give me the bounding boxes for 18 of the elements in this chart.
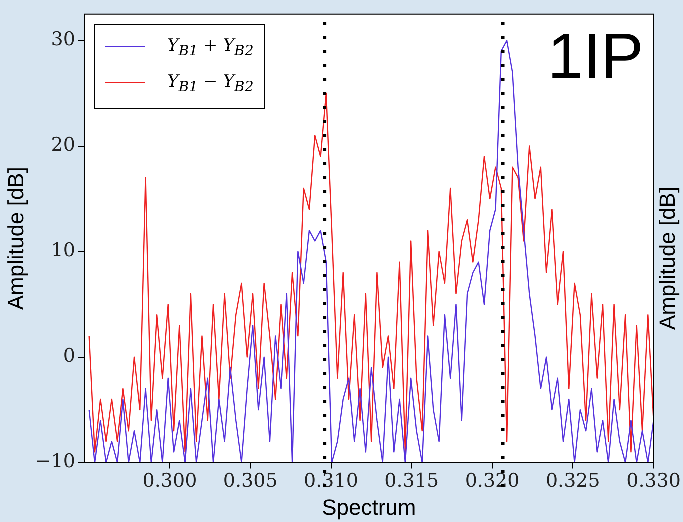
y-axis-title: Amplitude [dB] [3, 167, 28, 310]
y-tick-label: 30 [51, 28, 76, 51]
x-tick-label: 0.330 [626, 470, 682, 492]
x-tick-label: 0.300 [142, 470, 198, 492]
y-tick-label: −10 [35, 450, 76, 473]
x-tick-label: 0.315 [384, 470, 440, 492]
x-tick-label: 0.310 [304, 470, 358, 492]
x-tick-label: 0.305 [223, 470, 278, 492]
text: Amplitude [dB] [655, 186, 681, 330]
y-tick-label: 20 [51, 134, 76, 156]
y-tick-label: 10 [51, 240, 76, 262]
annotation: 1IP [548, 20, 644, 92]
legend-label: Y$_{B1}$ + Y$_{B2}$ [167, 36, 254, 60]
x-tick-label: 0.325 [546, 470, 600, 492]
x-axis-title: Spectrum [322, 494, 416, 520]
x-tick-label: 0.320 [465, 470, 520, 492]
legend-label: Y$_{B1}$ − Y$_{B2}$ [167, 72, 254, 96]
y-tick-label: 0 [63, 345, 76, 368]
